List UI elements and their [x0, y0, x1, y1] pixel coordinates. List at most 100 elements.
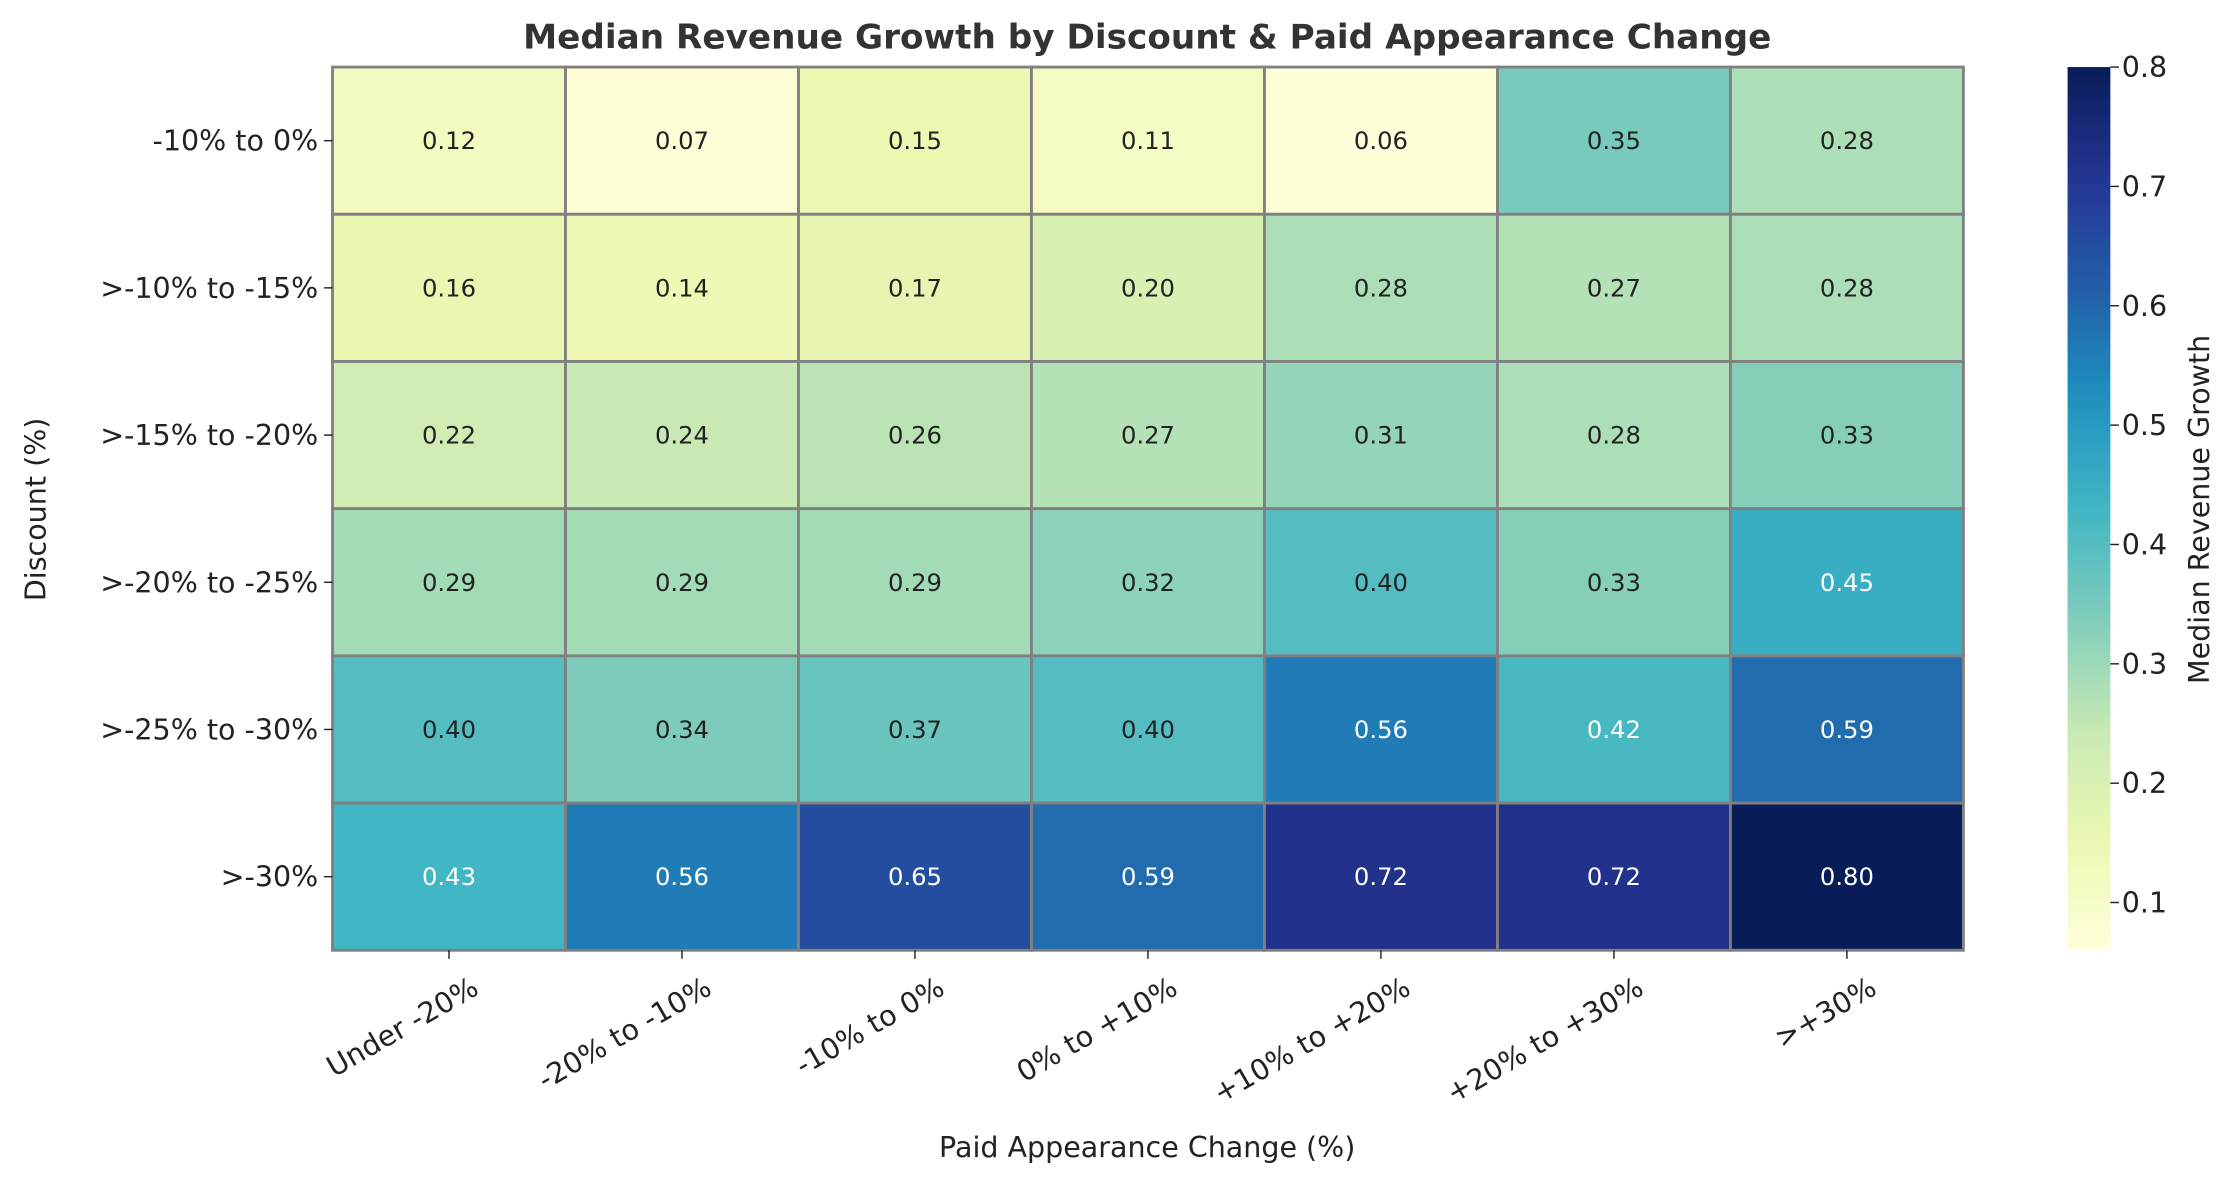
- heatmap-cell: [1263, 360, 1499, 511]
- cell-value-label: 0.29: [888, 568, 942, 597]
- colorbar-gradient: [2067, 67, 2111, 951]
- x-tick-label: -10% to 0%: [790, 971, 950, 1082]
- colorbar-label: Median Revenue Growth: [2183, 335, 2216, 684]
- cell-value-label: 0.40: [422, 715, 476, 744]
- heatmap-cell: [1496, 360, 1732, 511]
- y-axis-ticks: -10% to 0% >-10% to -15% >-15% to -20% >-20…: [100, 125, 333, 894]
- heatmap-cell: [1263, 801, 1499, 952]
- cell-value-label: 0.40: [1354, 568, 1408, 597]
- heatmap-cell: [1263, 212, 1499, 363]
- y-tick-label: >-25% to -30%: [100, 713, 318, 746]
- cell-value-label: 0.28: [1587, 421, 1641, 450]
- heatmap-cell: [564, 65, 800, 216]
- heatmap-cell: [1030, 507, 1266, 658]
- cell-value-label: 0.28: [1354, 273, 1408, 302]
- cell-value-label: 0.42: [1587, 715, 1641, 744]
- cell-value-label: 0.56: [655, 862, 709, 891]
- x-tick-label: +20% to +30%: [1441, 971, 1649, 1110]
- heatmap-cell: [1496, 507, 1732, 658]
- cell-value-label: 0.07: [655, 126, 709, 155]
- cell-value-label: 0.34: [655, 715, 709, 744]
- x-tick-label: +10% to +20%: [1208, 971, 1416, 1110]
- cell-value-label: 0.29: [655, 568, 709, 597]
- cell-value-label: 0.65: [888, 862, 942, 891]
- cell-value-label: 0.22: [422, 421, 476, 450]
- cell-value-label: 0.29: [422, 568, 476, 597]
- cell-value-label: 0.72: [1587, 862, 1641, 891]
- colorbar-tick-label: 0.7: [2122, 170, 2167, 203]
- cell-value-label: 0.06: [1354, 126, 1408, 155]
- cell-value-label: 0.32: [1121, 568, 1175, 597]
- cell-value-label: 0.59: [1820, 715, 1874, 744]
- heatmap-cell: [1030, 360, 1266, 511]
- cell-value-label: 0.11: [1121, 126, 1175, 155]
- heatmap-cell: [564, 360, 800, 511]
- colorbar-tick-label: 0.1: [2122, 887, 2167, 920]
- y-tick-label: >-30%: [221, 861, 319, 894]
- heatmap-cell: [797, 801, 1033, 952]
- y-tick-label: >-10% to -15%: [100, 272, 318, 305]
- heatmap-cell: [564, 801, 800, 952]
- cell-value-label: 0.12: [422, 126, 476, 155]
- cell-value-label: 0.15: [888, 126, 942, 155]
- cell-value-label: 0.27: [1587, 273, 1641, 302]
- heatmap-cell: [1728, 212, 1965, 363]
- colorbar-tick-label: 0.6: [2122, 290, 2167, 323]
- heatmap-cell: [797, 360, 1033, 511]
- heatmap-cell: [797, 654, 1033, 805]
- x-tick-label: >+30%: [1769, 971, 1882, 1055]
- x-tick-label: -20% to -10%: [532, 971, 717, 1097]
- cell-value-label: 0.80: [1820, 862, 1874, 891]
- heatmap-cell: [331, 654, 567, 805]
- cell-value-label: 0.45: [1820, 568, 1874, 597]
- x-tick-label: 0% to +10%: [1011, 971, 1183, 1089]
- cell-value-label: 0.56: [1354, 715, 1408, 744]
- heatmap-cell: [1030, 65, 1266, 216]
- cell-value-label: 0.59: [1121, 862, 1175, 891]
- y-tick-label: -10% to 0%: [153, 125, 319, 158]
- heatmap-cell: [331, 65, 567, 216]
- cell-value-label: 0.33: [1587, 568, 1641, 597]
- y-axis-label: Discount (%): [20, 418, 53, 602]
- heatmap-cell: [1728, 507, 1965, 658]
- heatmap-cell: [564, 507, 800, 658]
- colorbar-tick-label: 0.8: [2122, 51, 2167, 84]
- cell-value-label: 0.26: [888, 421, 942, 450]
- x-tick-label: Under -20%: [321, 971, 484, 1084]
- heatmap-cell: [1728, 360, 1965, 511]
- cell-value-label: 0.33: [1820, 421, 1874, 450]
- chart-title: Median Revenue Growth by Discount & Paid…: [523, 18, 1771, 58]
- cell-value-label: 0.31: [1354, 421, 1408, 450]
- heatmap-cell: [331, 507, 567, 658]
- cell-value-label: 0.20: [1121, 273, 1175, 302]
- x-axis-ticks: Under -20% -20% to -10% -10% to 0% 0% to +1…: [321, 950, 1882, 1110]
- cell-value-label: 0.72: [1354, 862, 1408, 891]
- heatmap-cell: [797, 212, 1033, 363]
- colorbar-tick-label: 0.2: [2122, 767, 2167, 800]
- y-tick-label: >-20% to -25%: [100, 566, 318, 599]
- colorbar-tick-label: 0.3: [2122, 648, 2167, 681]
- cell-value-label: 0.43: [422, 862, 476, 891]
- heatmap-cell: [1496, 65, 1732, 216]
- cell-value-label: 0.35: [1587, 126, 1641, 155]
- heatmap-cell: [1030, 801, 1266, 952]
- colorbar: 0.1 0.2 0.3 0.4 0.5 0.6 0.7 0.8: [2067, 51, 2167, 951]
- heatmap-cell: [331, 801, 567, 952]
- colorbar-tick-label: 0.4: [2122, 528, 2167, 561]
- cell-value-label: 0.37: [888, 715, 942, 744]
- cell-value-label: 0.40: [1121, 715, 1175, 744]
- cell-value-label: 0.28: [1820, 126, 1874, 155]
- cell-value-label: 0.24: [655, 421, 709, 450]
- x-axis-label: Paid Appearance Change (%): [939, 1131, 1355, 1164]
- heatmap-cell: [1728, 801, 1965, 952]
- y-tick-label: >-15% to -20%: [100, 419, 318, 452]
- cell-value-label: 0.27: [1121, 421, 1175, 450]
- cell-value-label: 0.28: [1820, 273, 1874, 302]
- heatmap-cells: 0.12 0.07 0.15 0.11 0.06 0.35 0.28 0.16 0.14 0.17…: [331, 65, 1965, 952]
- cell-value-label: 0.14: [655, 273, 709, 302]
- heatmap-cell: [797, 65, 1033, 216]
- cell-value-label: 0.16: [422, 273, 476, 302]
- cell-value-label: 0.17: [888, 273, 942, 302]
- colorbar-tick-label: 0.5: [2122, 409, 2167, 442]
